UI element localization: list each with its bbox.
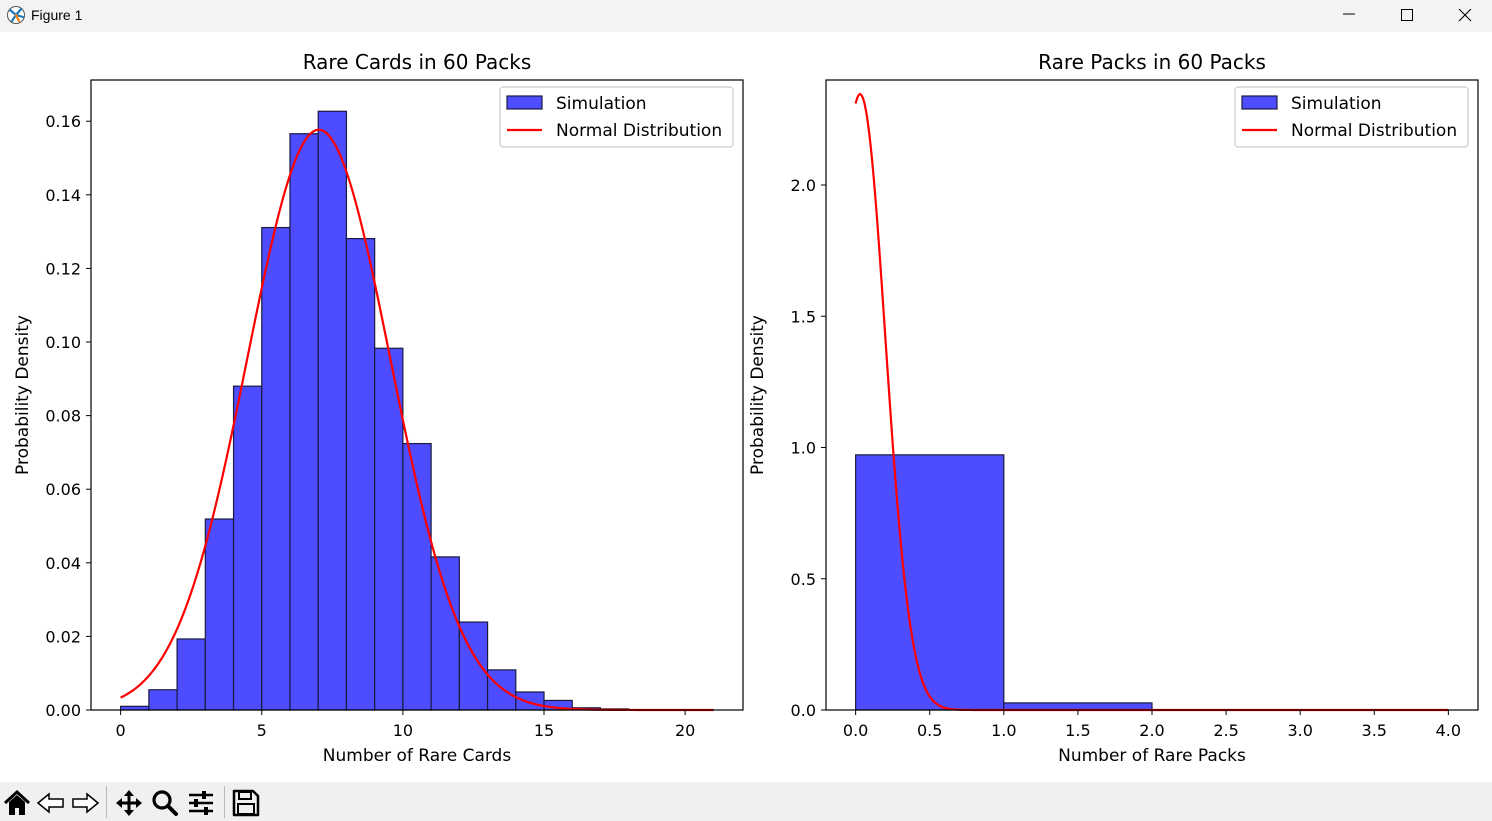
window-title: Figure 1 <box>31 7 83 23</box>
y-tick-label: 1.0 <box>791 439 816 458</box>
legend-box <box>1234 86 1469 148</box>
forward-icon[interactable] <box>70 789 100 817</box>
legend-label-normal: Normal Distribution <box>1291 121 1457 141</box>
navigation-toolbar <box>0 782 1492 821</box>
axes-frame <box>90 79 744 711</box>
x-axis-label: Number of Rare Packs <box>1058 746 1246 766</box>
x-tick-label: 10 <box>393 721 413 740</box>
histogram-bar <box>855 454 1005 711</box>
y-tick-label: 0.04 <box>45 554 81 573</box>
close-button[interactable] <box>1436 0 1492 32</box>
chart-title: Rare Packs in 60 Packs <box>1038 50 1266 74</box>
x-tick-label: 1.0 <box>991 721 1016 740</box>
x-tick-label: 0.5 <box>917 721 942 740</box>
matplotlib-logo-icon <box>7 6 25 24</box>
chart-rare-cards: 0 5 10 15 20 0.00 0.02 0.04 0.06 0.08 0.10 0.12 0.14… <box>13 50 744 766</box>
y-tick-label: 0.02 <box>45 627 81 646</box>
histogram-bar <box>261 226 291 711</box>
x-tick-label: 20 <box>675 721 695 740</box>
toolbar-separator <box>106 786 107 818</box>
y-axis-label: Probability Density <box>748 315 768 475</box>
back-icon[interactable] <box>36 789 66 817</box>
y-tick-label: 0.0 <box>791 701 816 720</box>
window-titlebar: Figure 1 <box>0 0 1492 32</box>
y-tick-label: 0.06 <box>45 480 81 499</box>
x-tick-label: 5 <box>257 721 267 740</box>
chart-rare-packs: 0.0 0.5 1.0 1.5 2.0 2.5 3.0 3.5 4.0 0.0 0.5 1.0 1.5 2… <box>748 50 1479 766</box>
y-tick-label: 1.5 <box>791 307 816 326</box>
y-tick-label: 0.00 <box>45 701 81 720</box>
histogram-bar <box>176 638 206 711</box>
y-tick-label: 0.14 <box>45 186 81 205</box>
histogram-bar <box>345 238 376 711</box>
y-tick-label: 2.0 <box>791 176 816 195</box>
x-tick-label: 1.5 <box>1065 721 1090 740</box>
x-tick-label: 15 <box>534 721 554 740</box>
configure-icon[interactable] <box>186 789 216 817</box>
legend-box <box>499 86 734 148</box>
histogram-bar <box>232 385 263 711</box>
x-tick-label: 2.0 <box>1139 721 1164 740</box>
y-axis-label: Probability Density <box>13 315 33 475</box>
toolbar-separator <box>224 786 225 818</box>
zoom-icon[interactable] <box>150 789 180 817</box>
y-tick-label: 0.12 <box>45 259 81 278</box>
x-tick-label: 0 <box>116 721 126 740</box>
x-axis-label: Number of Rare Cards <box>323 746 512 766</box>
legend-label-simulation: Simulation <box>556 94 647 114</box>
minimize-button[interactable] <box>1320 0 1378 32</box>
legend-label-normal: Normal Distribution <box>556 121 722 141</box>
x-tick-label: 3.5 <box>1362 721 1387 740</box>
maximize-button[interactable] <box>1378 0 1436 32</box>
close-icon <box>1458 9 1472 22</box>
y-tick-label: 0.16 <box>45 112 81 131</box>
legend-label-simulation: Simulation <box>1291 94 1382 114</box>
maximize-icon <box>1401 9 1413 21</box>
histogram-bar <box>317 110 348 711</box>
histogram-bar <box>515 691 545 711</box>
histogram-bar <box>148 689 178 711</box>
x-tick-label: 2.5 <box>1213 721 1238 740</box>
save-icon[interactable] <box>231 789 261 817</box>
figure-canvas[interactable]: 0 5 10 15 20 0.00 0.02 0.04 0.06 0.08 0.10 0.12 0.14… <box>0 32 1492 782</box>
x-tick-label: 0.0 <box>843 721 868 740</box>
y-tick-label: 0.08 <box>45 407 81 426</box>
x-tick-label: 4.0 <box>1436 721 1461 740</box>
home-icon[interactable] <box>2 789 32 817</box>
legend-swatch-simulation <box>506 95 543 110</box>
pan-icon[interactable] <box>114 789 144 817</box>
histogram-bar <box>204 518 235 711</box>
x-tick-label: 3.0 <box>1287 721 1312 740</box>
legend-swatch-simulation <box>1241 95 1278 110</box>
y-tick-label: 0.10 <box>45 333 81 352</box>
chart-title: Rare Cards in 60 Packs <box>303 50 532 74</box>
histogram-bar <box>430 556 460 711</box>
minimize-icon <box>1343 13 1355 15</box>
histogram-bar <box>289 133 319 711</box>
figure-svg: 0 5 10 15 20 0.00 0.02 0.04 0.06 0.08 0.10 0.12 0.14… <box>13 50 1479 766</box>
histogram-bar <box>486 669 517 711</box>
y-tick-label: 0.5 <box>791 570 816 589</box>
